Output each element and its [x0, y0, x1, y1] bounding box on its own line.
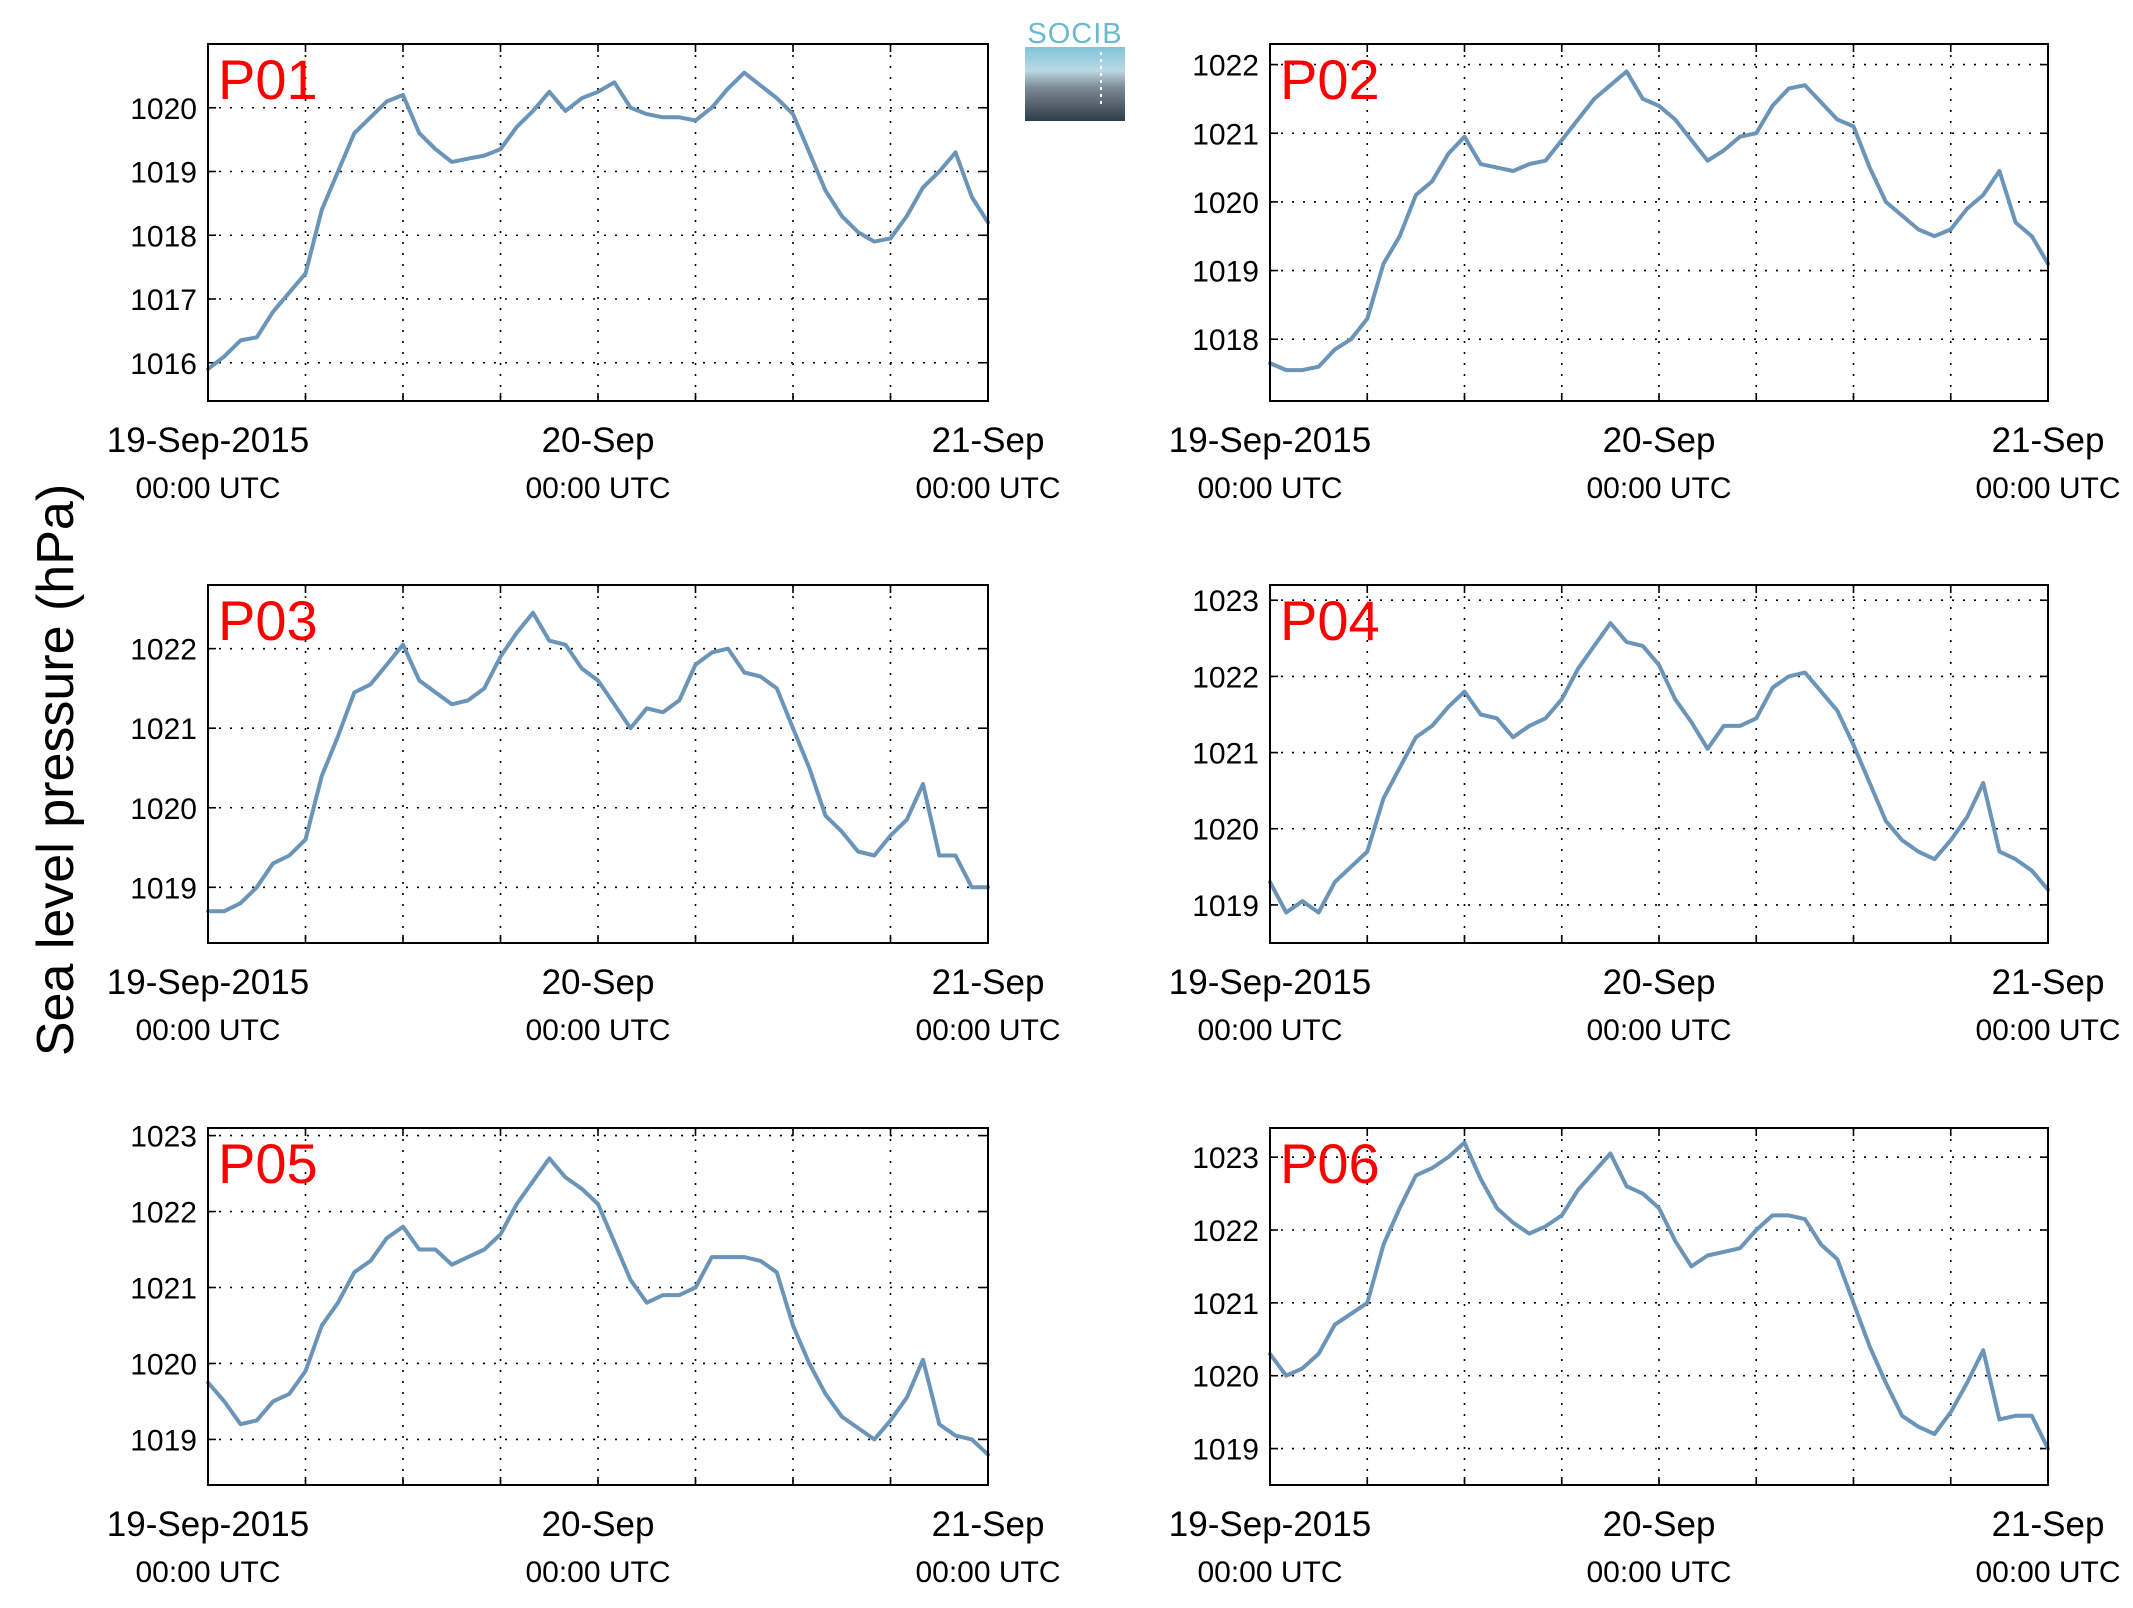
x-tick-time-label: 00:00 UTC [135, 1014, 280, 1047]
y-tick-label: 1022 [130, 634, 197, 667]
y-tick-label: 1021 [1192, 1288, 1259, 1321]
series-line [206, 70, 990, 372]
y-tick-label: 1023 [130, 1121, 197, 1154]
axes-frame [207, 1127, 989, 1486]
chart-panel-p04: 1019 1020 1021 1022 1023 19-Sep-2015 00:00 UTC… [1169, 584, 2121, 1047]
x-tick-time-label: 00:00 UTC [1197, 1556, 1342, 1589]
x-tick-time-label: 00:00 UTC [1975, 472, 2120, 505]
x-tick-time-label: 00:00 UTC [1586, 1014, 1731, 1047]
chart-panel-p05: 1019 1020 1021 1022 1023 19-Sep-2015 00:00 UTC… [107, 1121, 1061, 1589]
series-line [1268, 621, 2050, 915]
y-tick-label: 1017 [130, 284, 197, 317]
x-tick-date-label: 20-Sep [542, 1505, 655, 1544]
y-tick-label: 1022 [130, 1197, 197, 1230]
x-tick-date-label: 19-Sep-2015 [1169, 963, 1371, 1002]
panel-title: P02 [1280, 48, 1380, 111]
x-tick-date-label: 21-Sep [932, 1505, 1045, 1544]
y-tick-label: 1019 [130, 872, 197, 905]
axes-frame [207, 584, 989, 944]
x-tick-time-label: 00:00 UTC [525, 472, 670, 505]
x-tick-time-label: 00:00 UTC [1975, 1556, 2120, 1589]
x-tick-time-label: 00:00 UTC [525, 1556, 670, 1589]
chart-panel-p03: 1019 1020 1021 1022 19-Sep-2015 00:00 UTC 20-S… [107, 584, 1061, 1047]
y-tick-label: 1022 [1192, 1215, 1259, 1248]
y-tick-label: 1023 [1192, 1142, 1259, 1175]
x-tick-time-label: 00:00 UTC [1586, 472, 1731, 505]
panel-title: P05 [218, 1132, 318, 1195]
axes-frame [207, 43, 989, 402]
panel-title: P03 [218, 589, 318, 652]
y-tick-label: 1021 [130, 1273, 197, 1306]
y-tick-label: 1021 [130, 713, 197, 746]
x-tick-time-label: 00:00 UTC [1975, 1014, 2120, 1047]
x-tick-date-label: 21-Sep [932, 421, 1045, 460]
x-tick-date-label: 19-Sep-2015 [107, 963, 309, 1002]
logo-wordmark: SOCIB [1027, 18, 1122, 50]
chart-panel-p02: 1018 1019 1020 1021 1022 19-Sep-2015 00:00 UTC… [1169, 43, 2121, 505]
x-tick-time-label: 00:00 UTC [135, 472, 280, 505]
series-line [1268, 69, 2050, 373]
x-tick-date-label: 19-Sep-2015 [1169, 421, 1371, 460]
x-tick-time-label: 00:00 UTC [915, 1556, 1060, 1589]
axes-frame [1269, 43, 2049, 402]
y-tick-label: 1023 [1192, 585, 1259, 618]
x-tick-date-label: 20-Sep [542, 963, 655, 1002]
x-tick-date-label: 19-Sep-2015 [107, 421, 309, 460]
series-line [1268, 1140, 2050, 1451]
y-tick-label: 1021 [1192, 118, 1259, 151]
y-tick-label: 1018 [1192, 324, 1259, 357]
y-tick-label: 1019 [1192, 1434, 1259, 1467]
y-tick-label: 1019 [1192, 890, 1259, 923]
y-tick-label: 1020 [1192, 814, 1259, 847]
x-tick-time-label: 00:00 UTC [135, 1556, 280, 1589]
y-tick-label: 1020 [1192, 1361, 1259, 1394]
y-tick-label: 1019 [130, 157, 197, 190]
y-tick-label: 1020 [130, 1348, 197, 1381]
y-tick-label: 1018 [130, 220, 197, 253]
y-tick-label: 1021 [1192, 738, 1259, 771]
y-tick-label: 1020 [1192, 187, 1259, 220]
x-tick-date-label: 20-Sep [542, 421, 655, 460]
x-tick-date-label: 20-Sep [1603, 421, 1716, 460]
x-tick-time-label: 00:00 UTC [1197, 472, 1342, 505]
chart-panel-p01: 1016 1017 1018 1019 1020 19-Sep-2015 00:00 UTC… [107, 43, 1061, 505]
chart-panel-p06: 1019 1020 1021 1022 1023 19-Sep-2015 00:00 UTC… [1169, 1127, 2121, 1589]
logo-block [1025, 47, 1125, 121]
y-tick-label: 1019 [130, 1424, 197, 1457]
y-tick-label: 1020 [130, 793, 197, 826]
x-tick-date-label: 21-Sep [1992, 421, 2105, 460]
y-tick-label: 1020 [130, 93, 197, 126]
panel-title: P01 [218, 48, 318, 111]
series-line [206, 610, 990, 914]
axes-frame [1269, 584, 2049, 944]
series-line [206, 1156, 990, 1457]
x-tick-date-label: 19-Sep-2015 [1169, 1505, 1371, 1544]
x-tick-date-label: 20-Sep [1603, 1505, 1716, 1544]
x-tick-date-label: 19-Sep-2015 [107, 1505, 309, 1544]
x-tick-date-label: 21-Sep [932, 963, 1045, 1002]
x-tick-date-label: 20-Sep [1603, 963, 1716, 1002]
x-tick-date-label: 21-Sep [1992, 963, 2105, 1002]
x-tick-time-label: 00:00 UTC [1197, 1014, 1342, 1047]
y-tick-label: 1019 [1192, 256, 1259, 289]
socib-logo: SOCIB [1025, 18, 1125, 121]
panel-title: P06 [1280, 1132, 1380, 1195]
x-tick-time-label: 00:00 UTC [525, 1014, 670, 1047]
x-tick-time-label: 00:00 UTC [1586, 1556, 1731, 1589]
panel-title: P04 [1280, 589, 1380, 652]
x-tick-time-label: 00:00 UTC [915, 472, 1060, 505]
y-tick-label: 1022 [1192, 50, 1259, 83]
y-axis-label: Sea level pressure (hPa) [27, 484, 85, 1056]
y-tick-label: 1016 [130, 348, 197, 381]
axes-frame [1269, 1127, 2049, 1486]
x-tick-time-label: 00:00 UTC [915, 1014, 1060, 1047]
y-tick-label: 1022 [1192, 661, 1259, 694]
x-tick-date-label: 21-Sep [1992, 1505, 2105, 1544]
